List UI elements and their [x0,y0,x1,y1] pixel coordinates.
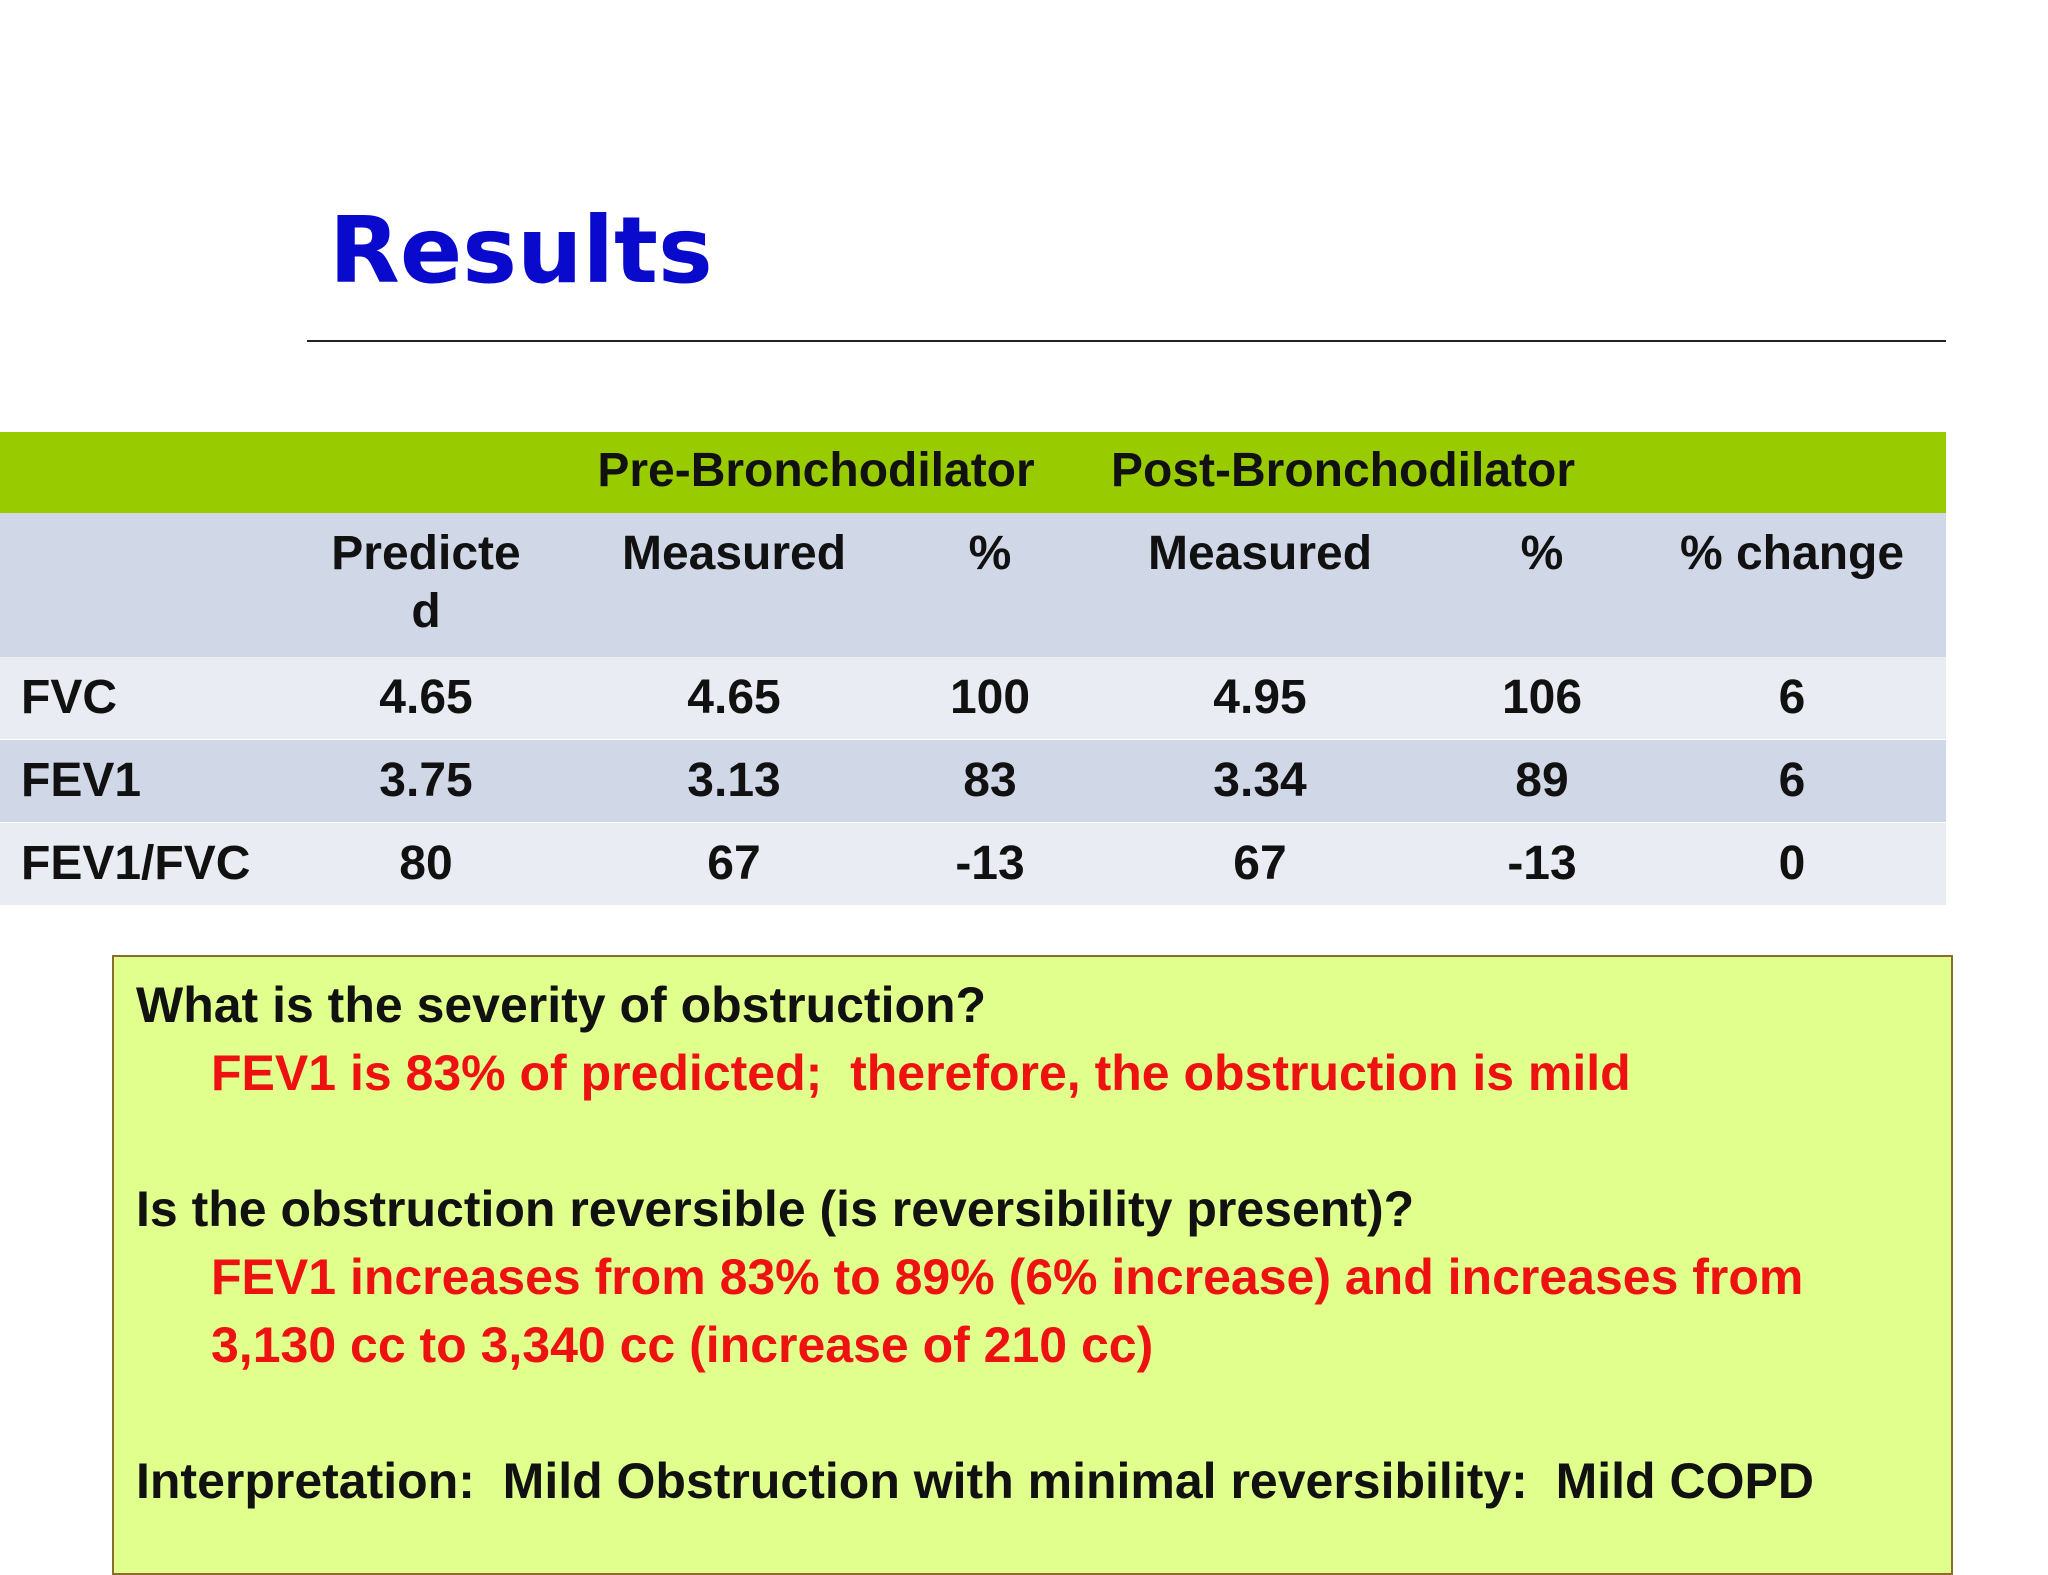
table-cell: 67 [1233,837,1287,890]
table-cell: -13 [1507,837,1577,890]
table-cell: 0 [1778,837,1806,890]
slide: Results Pre-Bronchodilator Post-Bronchodi… [0,197,1953,1575]
table-cell: 83 [963,754,1017,807]
spacer [136,1107,1911,1175]
table-row: FEV1 3.75 3.13 83 3.34 89 6 [0,740,1946,822]
table-cell: 106 [1501,671,1583,724]
column-header: % [968,527,1012,580]
group-header: Post-Bronchodilator [1111,444,1575,497]
interpretation-box: What is the severity of obstruction? FEV1… [112,955,1953,1575]
question: What is the severity of obstruction? [136,977,987,1033]
table-cell: 3.34 [1213,754,1307,807]
group-header: Pre-Bronchodilator [597,444,1035,497]
group-header-row: Pre-Bronchodilator Post-Bronchodilator [0,432,1946,513]
answer: FEV1 increases from 83% to 89% (6% incre… [211,1249,1818,1373]
table-cell: 80 [399,837,453,890]
table-cell: 6 [1778,671,1806,724]
question: Is the obstruction reversible (is revers… [136,1181,1415,1237]
column-header-row: Predicted Measured% Measured% % change [0,513,1946,657]
spacer [136,1379,1911,1447]
column-header: Measured [1147,527,1373,580]
table-row: FEV1/FVC 80 67 -13 67 -13 0 [0,823,1946,905]
row-label: FEV1/FVC [21,837,251,890]
slide-title: Results [329,197,713,304]
table-cell: 3.75 [379,754,473,807]
row-label: FEV1 [21,754,142,807]
column-header: Measured [621,527,847,580]
interpretation: Interpretation: Mild Obstruction with mi… [136,1453,1814,1509]
column-header: % [1520,527,1564,580]
table-cell: 4.65 [379,671,473,724]
row-label: FVC [21,671,117,724]
column-header: % change [1679,527,1905,580]
table-cell: 4.95 [1213,671,1307,724]
column-header: Predicted [331,527,521,638]
table-cell: 100 [949,671,1031,724]
table-cell: 3.13 [687,754,781,807]
table-cell: 4.65 [687,671,781,724]
table-cell: 6 [1778,754,1806,807]
table-cell: 67 [707,837,761,890]
title-rule [307,340,1946,342]
table-cell: -13 [955,837,1025,890]
table-row: FVC 4.65 4.65 100 4.95 106 6 [0,657,1946,739]
answer: FEV1 is 83% of predicted; therefore, the… [211,1045,1631,1101]
table-cell: 89 [1515,754,1569,807]
